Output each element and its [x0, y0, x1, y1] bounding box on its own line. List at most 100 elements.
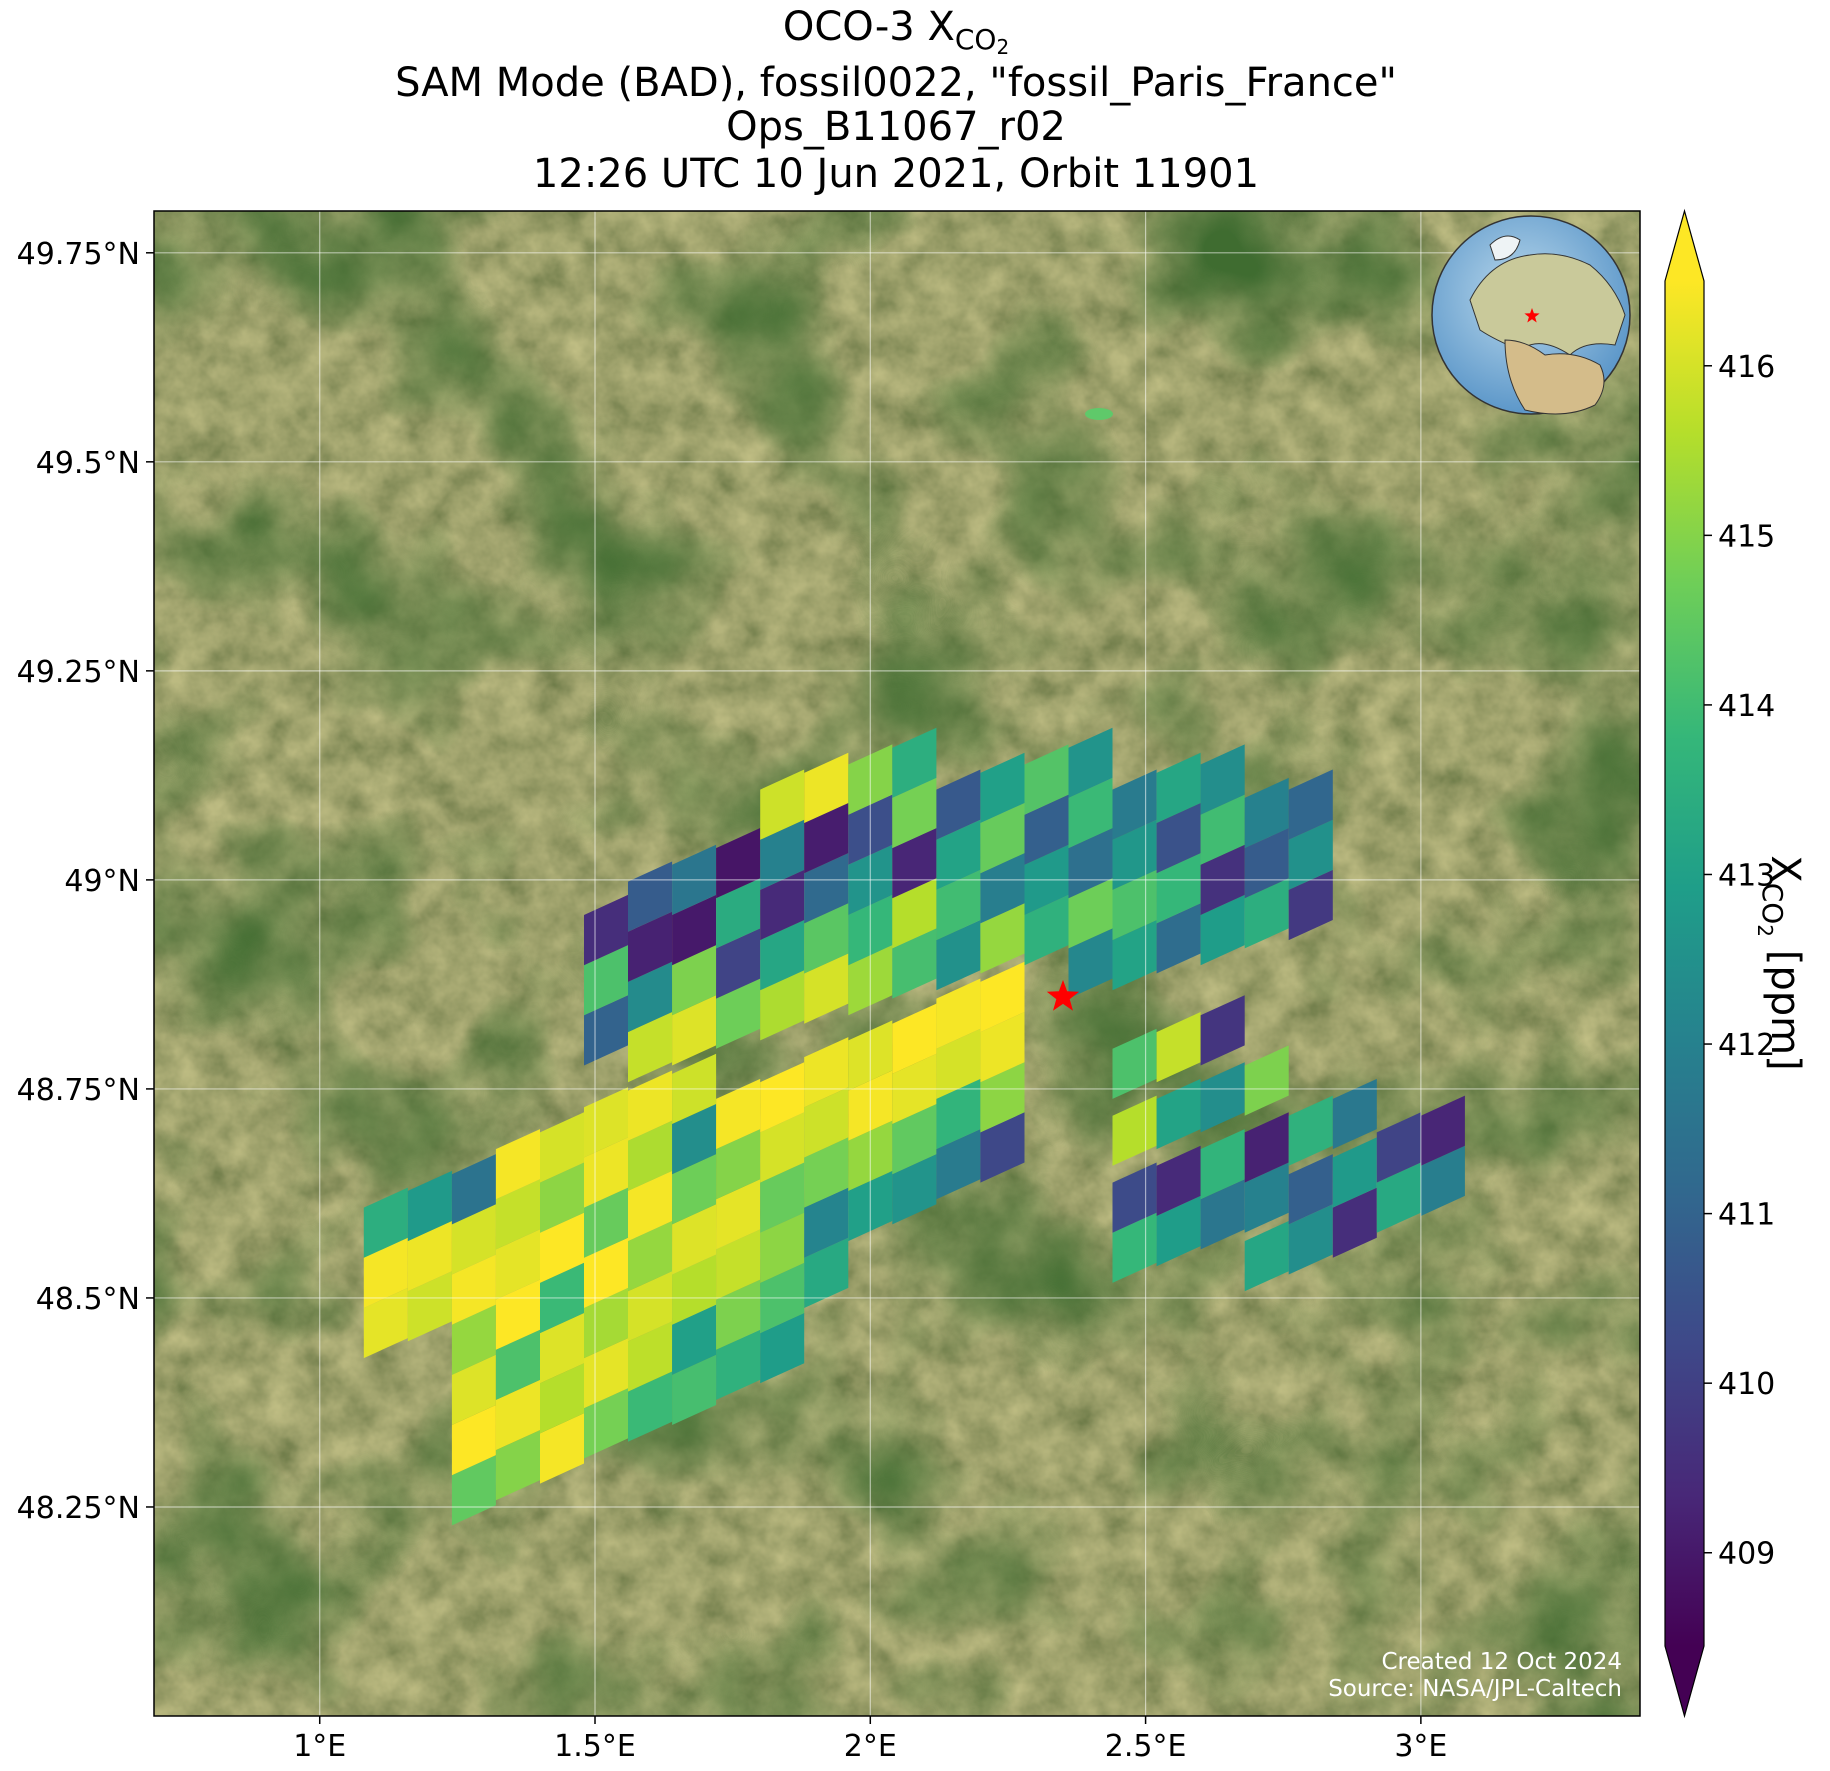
- sounding: [495, 1430, 540, 1501]
- sounding: [672, 894, 717, 966]
- colorbar-tick-label: 410: [1718, 1367, 1775, 1402]
- x-tick-label: 2.5°E: [1105, 1729, 1187, 1764]
- sounding: [980, 1062, 1025, 1133]
- sounding: [804, 1237, 849, 1308]
- sounding: [672, 1204, 717, 1275]
- sounding: [804, 903, 849, 974]
- sounding: [1332, 1078, 1377, 1150]
- overlays: Created 12 Oct 2024 Source: NASA/JPL-Cal…: [1046, 215, 1631, 1702]
- grid: [154, 211, 1640, 1716]
- sounding: [495, 1279, 540, 1350]
- colorbar-tick-label: 412: [1718, 1028, 1775, 1063]
- sounding: [892, 828, 937, 899]
- sounding: [892, 878, 937, 949]
- sounding: [672, 1304, 717, 1375]
- sounding: [1200, 894, 1245, 966]
- sounding: [1332, 1187, 1377, 1258]
- sounding: [672, 1254, 717, 1325]
- sounding: [1288, 869, 1333, 941]
- sounding: [936, 1028, 981, 1099]
- sounding: [980, 1012, 1025, 1083]
- sounding: [892, 727, 937, 798]
- cbar-label-text: X: [1762, 855, 1808, 882]
- sounding: [980, 903, 1025, 974]
- sounding: [1376, 1162, 1421, 1233]
- sounding: [672, 1354, 717, 1425]
- sounding: [628, 1120, 673, 1191]
- sounding: [1156, 1012, 1201, 1083]
- sounding: [672, 1104, 717, 1175]
- sounding: [1068, 828, 1113, 899]
- sounding: [1024, 894, 1069, 966]
- sounding: [1244, 1162, 1289, 1233]
- y-tick-label: 49.25°N: [17, 655, 140, 690]
- title-subscript: CO: [955, 23, 997, 56]
- sounding: [936, 1129, 981, 1200]
- sounding: [1068, 928, 1113, 999]
- sounding: [1068, 878, 1113, 949]
- sounding: [716, 1078, 761, 1150]
- sounding: [1156, 1195, 1201, 1267]
- sounding: [540, 1112, 584, 1183]
- sounding: [363, 1187, 408, 1258]
- sounding: [451, 1304, 496, 1375]
- chart-title: OCO-3 XCO2: [783, 4, 1009, 59]
- sounding: [540, 1212, 584, 1283]
- sounding: [980, 752, 1025, 823]
- sounding: [407, 1271, 452, 1342]
- colorbar: 409 410 411 412 413 414 415 416: [1664, 208, 1775, 1719]
- sounding: [495, 1129, 540, 1200]
- sounding: [495, 1329, 540, 1400]
- sounding: [804, 1087, 849, 1158]
- sounding: [892, 1003, 937, 1074]
- x-tick-label: 1.5°E: [554, 1729, 636, 1764]
- sounding: [760, 970, 805, 1041]
- sounding: [1200, 1179, 1245, 1250]
- sounding: [1068, 777, 1113, 849]
- globe-inset: [1431, 215, 1631, 415]
- sounding: [892, 1154, 937, 1225]
- y-tick-label: 49.75°N: [17, 237, 140, 272]
- sounding: [716, 828, 761, 899]
- colorbar-tick-label: 416: [1718, 350, 1775, 385]
- sounding: [407, 1170, 452, 1242]
- colorbar-tick-label: 409: [1718, 1537, 1775, 1572]
- sounding: [1288, 769, 1333, 840]
- sounding: [980, 853, 1025, 924]
- sounding: [1200, 1129, 1245, 1200]
- sounding: [540, 1413, 584, 1484]
- sounding: [716, 1279, 761, 1350]
- colorbar-tick-label: 411: [1718, 1198, 1775, 1233]
- cbar-label-unit: [ppm]: [1762, 937, 1808, 1071]
- sounding: [628, 1271, 673, 1342]
- y-tick-label: 49°N: [64, 864, 140, 899]
- sounding: [760, 1212, 805, 1283]
- sounding: [716, 878, 761, 949]
- sounding: [1156, 903, 1201, 974]
- sounding: [1156, 1078, 1201, 1150]
- sounding: [716, 1229, 761, 1300]
- sounding: [1244, 878, 1289, 949]
- sounding: [980, 1112, 1025, 1183]
- sounding: [451, 1154, 496, 1225]
- sounding: [892, 1104, 937, 1175]
- title-text: OCO-3 X: [783, 4, 955, 50]
- y-tick-label: 49.5°N: [36, 446, 140, 481]
- sounding: [936, 869, 981, 941]
- sounding: [716, 978, 761, 1049]
- sounding: [1068, 727, 1113, 798]
- y-tick-label: 48.25°N: [17, 1491, 140, 1526]
- colorbar-body: [1665, 281, 1704, 1646]
- sounding: [628, 1321, 673, 1392]
- sounding: [936, 978, 981, 1049]
- sounding: [628, 1221, 673, 1292]
- sounding: [672, 1154, 717, 1225]
- sounding: [1420, 1095, 1465, 1166]
- sounding: [892, 777, 937, 849]
- sounding: [451, 1354, 496, 1425]
- sounding: [716, 1129, 761, 1200]
- sounding: [1244, 777, 1289, 849]
- sounding: [628, 911, 673, 982]
- sounding: [980, 803, 1025, 874]
- sounding: [936, 819, 981, 890]
